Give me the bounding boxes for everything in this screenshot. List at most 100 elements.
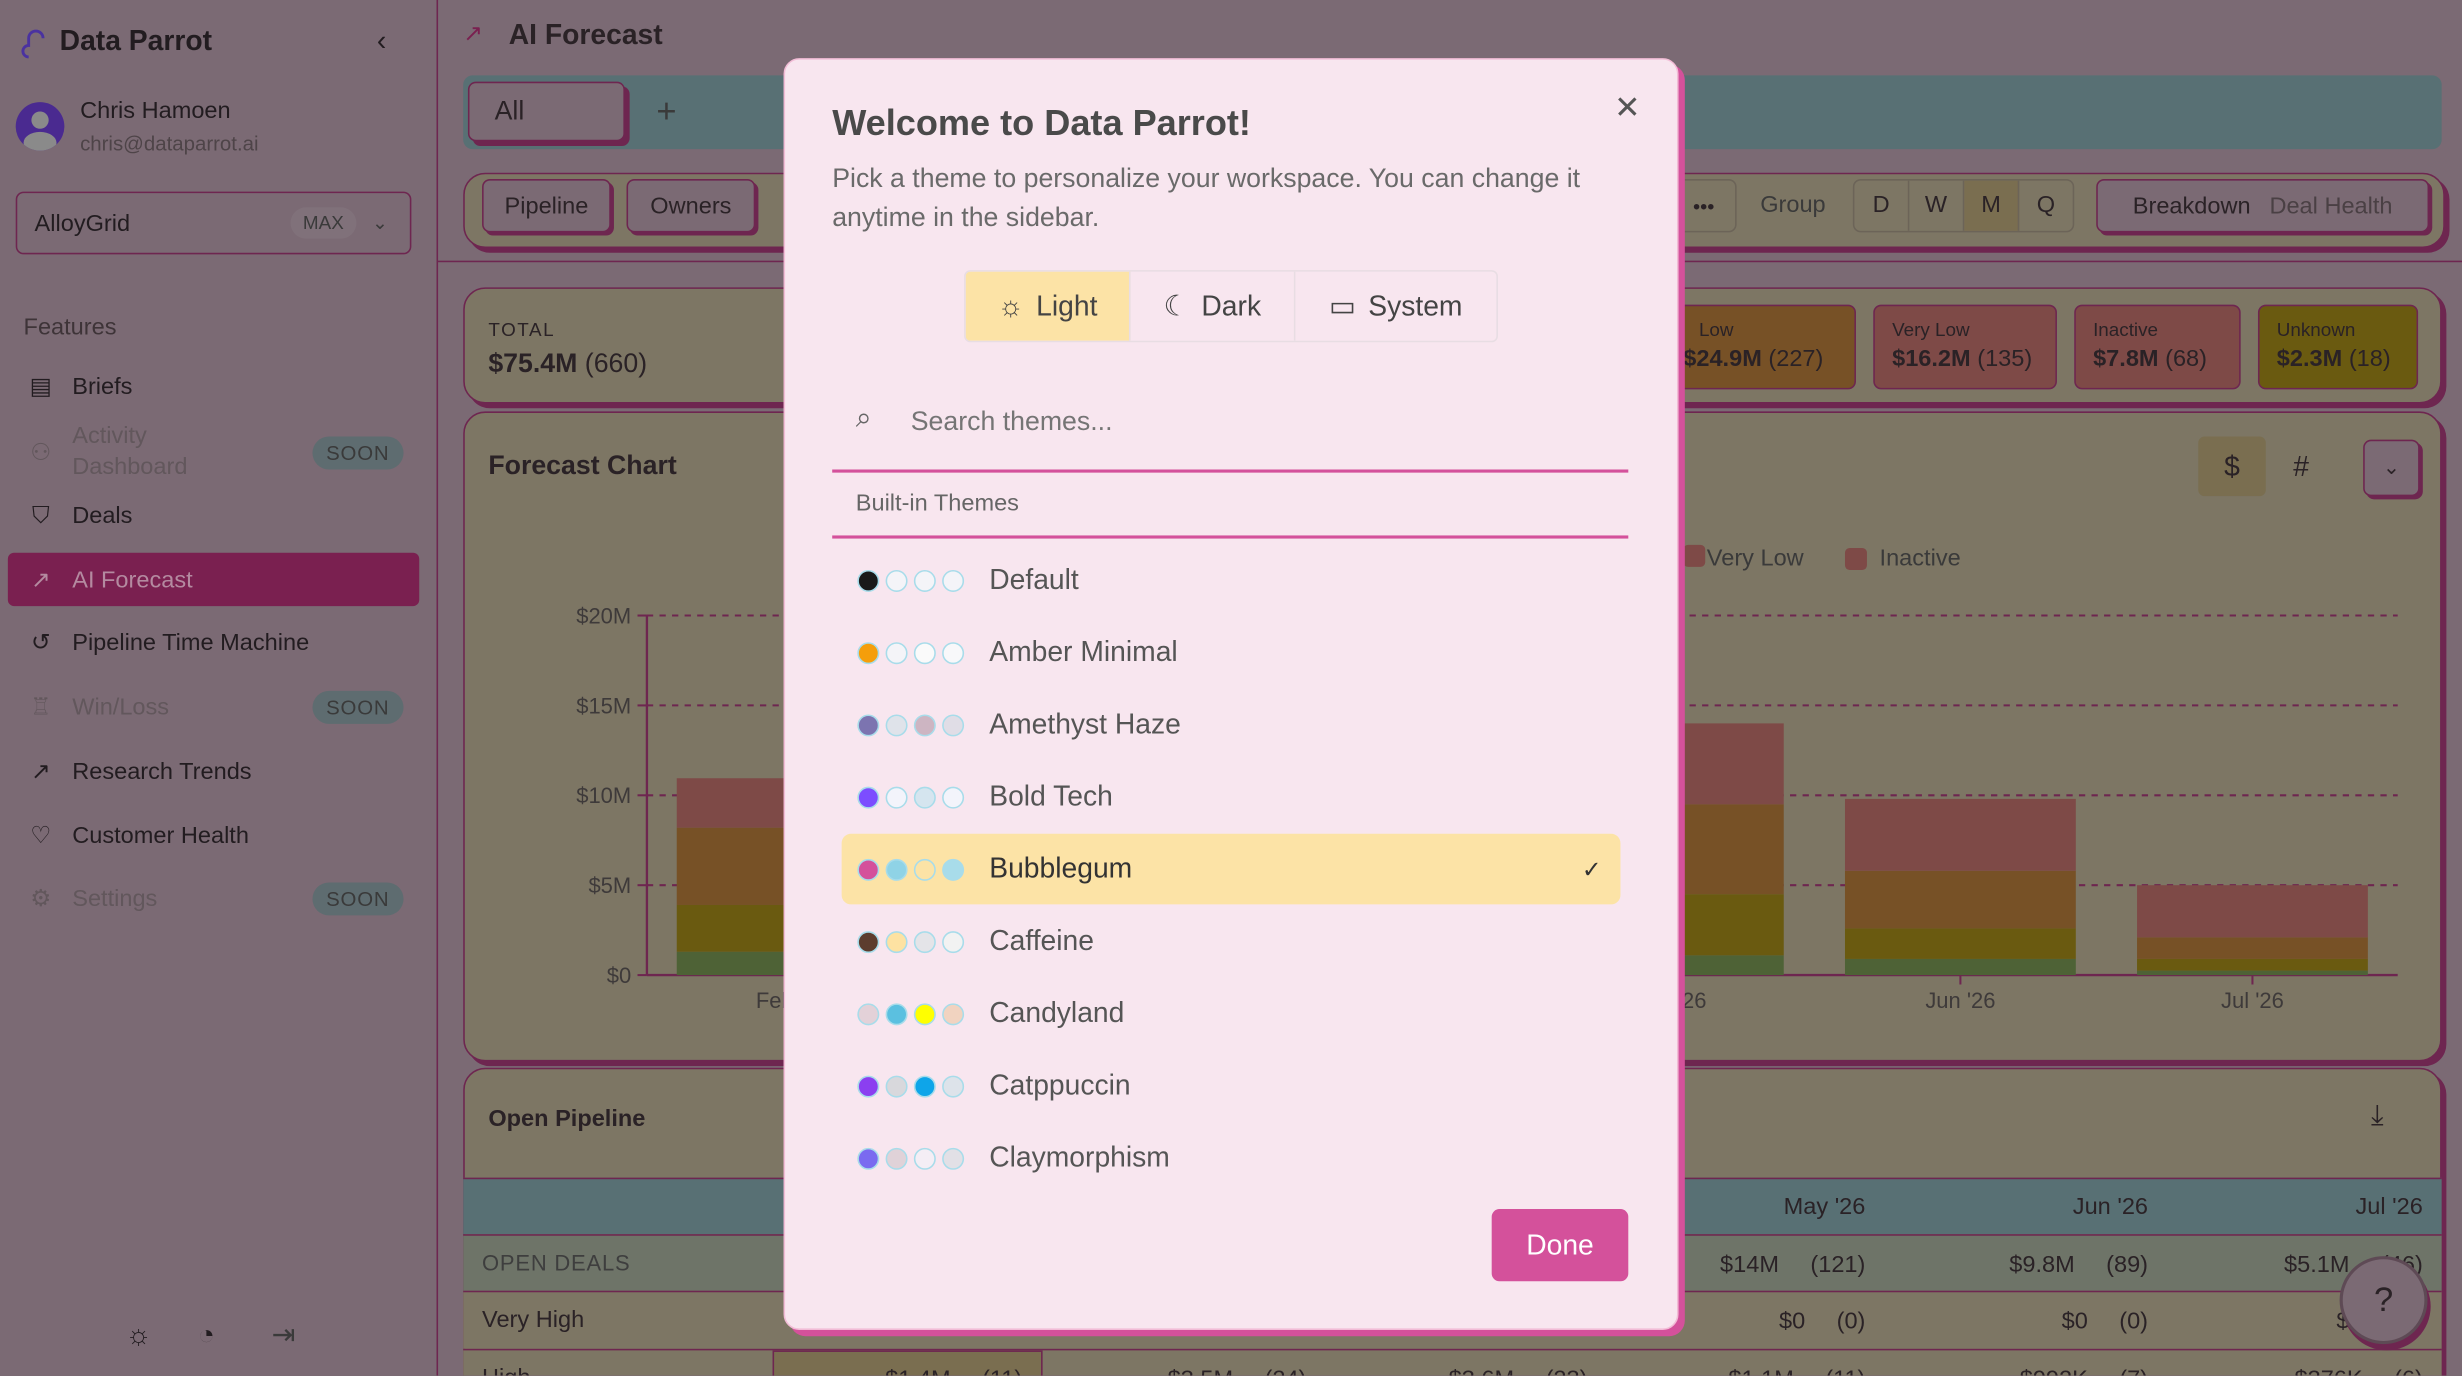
logout-icon[interactable]: ⇥ xyxy=(271,1318,296,1351)
add-tab-button[interactable]: + xyxy=(656,91,677,131)
summary-pill-unknown[interactable]: Unknown $2.3M (18) xyxy=(2257,304,2419,390)
pill-value: $7.8M xyxy=(2093,345,2159,373)
owners-filter-button[interactable]: Owners xyxy=(626,179,756,233)
legend-inactive[interactable]: Inactive xyxy=(1879,544,1961,572)
pill-count: (135) xyxy=(1977,345,2033,373)
cell-amount: $992K xyxy=(2020,1365,2088,1375)
swatch-dot xyxy=(885,641,908,664)
summary-pill-inactive[interactable]: Inactive $7.8M (68) xyxy=(2074,304,2241,390)
group-option-d[interactable]: D xyxy=(1854,180,1910,231)
theme-name: Bold Tech xyxy=(989,780,1113,812)
theme-option[interactable]: Default xyxy=(842,545,1621,616)
pipeline-filter-button[interactable]: Pipeline xyxy=(482,179,611,233)
table-cell[interactable]: $376K (6) xyxy=(2167,1350,2442,1375)
cell-amount: $0 xyxy=(1778,1307,1806,1334)
theme-option[interactable]: Bubblegum ✓ xyxy=(841,833,1621,905)
count-toggle[interactable]: # xyxy=(2293,449,2309,482)
swatch-dot xyxy=(942,785,965,808)
group-option-w[interactable]: W xyxy=(1909,180,1965,231)
avatar[interactable] xyxy=(15,102,65,151)
close-icon[interactable]: ✕ xyxy=(1614,91,1641,126)
theme-option[interactable]: Caffeine xyxy=(842,906,1621,977)
sidebar-item-win-loss[interactable]: ♖ Win/Loss SOON xyxy=(8,680,419,733)
theme-option[interactable]: Amber Minimal xyxy=(842,617,1621,688)
collapse-sidebar-button[interactable]: ‹ xyxy=(376,25,387,57)
sidebar-item-customer-health[interactable]: ♡ Customer Health xyxy=(8,809,419,862)
legend-very-low[interactable]: Very Low xyxy=(1706,544,1804,572)
theme-option[interactable]: Candyland xyxy=(842,978,1621,1049)
column-header[interactable]: Jul '26 xyxy=(2355,1193,2423,1221)
section-label: Built-in Themes xyxy=(855,489,1019,517)
sidebar-item-deals[interactable]: ⛉ Deals xyxy=(8,488,419,541)
group-option-q[interactable]: Q xyxy=(2036,191,2056,219)
theme-swatches xyxy=(857,1074,965,1097)
table-cell[interactable]: $1.1M (11) xyxy=(1606,1350,1884,1375)
theme-search-input[interactable] xyxy=(907,392,1574,453)
tab-all[interactable]: All xyxy=(467,81,625,142)
check-icon: ✓ xyxy=(1581,856,1602,884)
theme-name: Caffeine xyxy=(989,924,1094,957)
workspace-name: AlloyGrid xyxy=(34,209,131,237)
table-cell[interactable]: $14M (121) xyxy=(1606,1236,1884,1293)
download-icon[interactable]: ⤓ xyxy=(2371,1099,2384,1131)
table-cell[interactable]: $0 (0) xyxy=(1884,1292,2167,1349)
theme-option[interactable]: Catppuccin xyxy=(842,1050,1621,1121)
group-option-m[interactable]: M xyxy=(1964,180,2020,231)
mode-dark[interactable]: ☾ Dark xyxy=(1131,271,1296,341)
theme-option[interactable]: Amethyst Haze xyxy=(842,689,1621,760)
breakdown-selector[interactable]: Breakdown Deal Health xyxy=(2096,179,2430,233)
total-count: (660) xyxy=(584,348,648,379)
mode-light[interactable]: ☼ Light xyxy=(965,271,1132,341)
table-cell[interactable]: $992K (7) xyxy=(1884,1350,2167,1375)
cell-count: (6) xyxy=(2394,1365,2423,1375)
pipeline-title: Open Pipeline xyxy=(488,1105,646,1133)
help-button[interactable]: ? xyxy=(2339,1256,2428,1345)
pill-label: Unknown xyxy=(2276,318,2356,341)
sidebar-item-briefs[interactable]: ▤ Briefs xyxy=(8,360,419,413)
sidebar-item-activity-dashboard[interactable]: ⚇ Activity Dashboard SOON xyxy=(8,421,419,484)
theme-name: Default xyxy=(989,563,1079,596)
x-tick-label: Jul '26 xyxy=(2221,988,2284,1013)
total-value: $75.4M (660) xyxy=(488,349,647,380)
sidebar-item-ai-forecast[interactable]: ↗ AI Forecast xyxy=(7,552,420,607)
theme-option[interactable]: Claymorphism xyxy=(842,1123,1621,1194)
bar-segment xyxy=(2137,937,2368,959)
summary-pill-very-low[interactable]: Very Low $16.2M (135) xyxy=(1873,304,2057,390)
table-cell[interactable]: $0 (0) xyxy=(1606,1292,1884,1349)
swatch-dot xyxy=(942,930,965,953)
sidebar-item-label: Deals xyxy=(72,501,133,529)
bar-segment xyxy=(1844,798,2076,871)
table-cell[interactable]: $1.4M (11) xyxy=(772,1350,1043,1376)
palette-icon[interactable]: ◔ xyxy=(197,1318,215,1351)
workspace-selector[interactable]: AlloyGrid MAX ⌄ xyxy=(15,191,412,255)
table-cell[interactable]: $3.6M (23) xyxy=(1325,1350,1606,1375)
dollar-toggle[interactable]: $ xyxy=(2198,436,2266,497)
done-button[interactable]: Done xyxy=(1491,1209,1629,1282)
theme-swatches xyxy=(857,1002,965,1025)
section-label: Features xyxy=(23,314,117,341)
column-header[interactable]: Jun '26 xyxy=(2072,1193,2149,1221)
swatch-dot xyxy=(942,713,965,736)
sidebar-item-research-trends[interactable]: ↗ Research Trends xyxy=(8,744,419,797)
swatch-dot xyxy=(857,930,880,953)
trending-up-icon: ↗ xyxy=(30,566,51,594)
sidebar-item-pipeline-time-machine[interactable]: ↺ Pipeline Time Machine xyxy=(8,616,419,669)
theme-name: Bubblegum xyxy=(989,852,1133,885)
table-cell[interactable]: $9.8M (89) xyxy=(1884,1236,2167,1293)
chevron-down-icon: ⌄ xyxy=(372,211,388,234)
sun-icon[interactable]: ☼ xyxy=(125,1318,152,1351)
swatch-dot xyxy=(857,569,880,592)
column-header[interactable]: May '26 xyxy=(1783,1193,1866,1221)
sidebar-item-settings[interactable]: ⚙ Settings SOON xyxy=(8,871,419,924)
swatch-dot xyxy=(942,858,965,881)
table-cell[interactable]: $3.5M (24) xyxy=(1044,1350,1325,1375)
row-label: OPEN DEALS xyxy=(482,1249,631,1276)
mode-system[interactable]: ▭ System xyxy=(1295,272,1496,341)
modal-subtitle: Pick a theme to personalize your workspa… xyxy=(832,163,1581,233)
pill-label: Very Low xyxy=(1892,318,1970,341)
chevron-down-icon: ⌄ xyxy=(2382,455,2400,479)
theme-option[interactable]: Bold Tech xyxy=(842,762,1621,833)
chart-options-dropdown[interactable]: ⌄ xyxy=(2363,439,2420,497)
mode-label: System xyxy=(1368,289,1463,322)
cell-count: (24) xyxy=(1265,1365,1307,1375)
